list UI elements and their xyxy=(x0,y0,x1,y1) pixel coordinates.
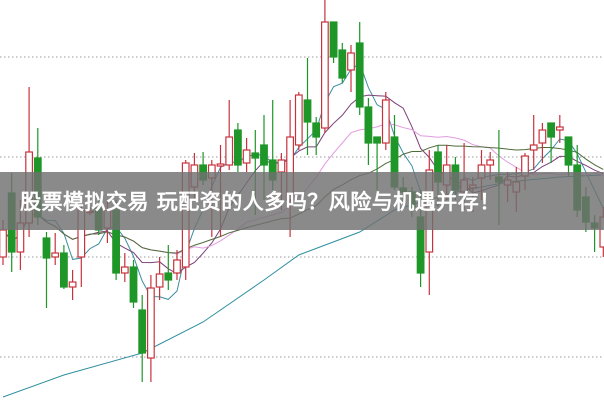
candle-body xyxy=(381,99,390,144)
candle-down xyxy=(338,43,347,83)
candle-up xyxy=(538,123,547,163)
title-banner: 股票模拟交易 玩配资的人多吗？风险与机遇并存！ xyxy=(0,172,604,230)
candle-body xyxy=(51,252,60,258)
candle-body xyxy=(129,266,138,303)
candle-up xyxy=(225,100,234,170)
candle-body xyxy=(364,106,373,144)
candle-up xyxy=(173,250,181,280)
candle-body xyxy=(312,122,321,138)
candle-down xyxy=(129,260,138,308)
candle-body xyxy=(355,42,364,108)
candle-down xyxy=(364,98,373,165)
candle-down xyxy=(234,123,242,172)
candle-down xyxy=(303,58,312,155)
candle-body xyxy=(147,287,155,359)
candle-body xyxy=(216,163,225,167)
candle-down xyxy=(59,245,68,289)
candle-body xyxy=(260,144,268,166)
candle-body xyxy=(242,149,251,164)
candle-down xyxy=(164,245,173,290)
candle-body xyxy=(538,129,547,144)
candle-down xyxy=(42,232,51,308)
candle-body xyxy=(303,99,312,123)
candle-body xyxy=(234,129,242,166)
candle-body xyxy=(555,126,564,131)
candle-down xyxy=(329,21,338,63)
candle-body xyxy=(173,259,181,274)
candle-body xyxy=(373,136,381,144)
candle-body xyxy=(42,237,51,259)
candle-up xyxy=(555,115,564,143)
candle-up xyxy=(381,92,390,150)
candle-down xyxy=(355,22,364,115)
candle-down xyxy=(138,295,147,382)
candle-up xyxy=(68,270,77,300)
candle-up xyxy=(347,45,355,92)
candle-up xyxy=(147,275,155,382)
candle-body xyxy=(59,252,68,288)
candle-body xyxy=(486,159,495,166)
candle-body xyxy=(321,21,329,129)
candle-up xyxy=(51,233,60,265)
candle-body xyxy=(529,144,538,151)
candle-body xyxy=(338,49,347,79)
candle-down xyxy=(312,117,321,155)
candle-body xyxy=(225,136,234,166)
candle-up xyxy=(120,253,129,282)
candle-body xyxy=(564,136,573,166)
candle-up xyxy=(321,0,329,133)
candle-body xyxy=(120,266,129,274)
candle-body xyxy=(138,309,147,354)
candle-body xyxy=(329,21,338,58)
candle-down xyxy=(547,122,555,163)
candle-body xyxy=(164,272,173,281)
candle-up xyxy=(529,115,538,170)
candle-body xyxy=(68,281,77,288)
candle-body xyxy=(0,229,7,258)
candle-body xyxy=(155,273,164,288)
candle-body xyxy=(294,94,303,146)
candle-body xyxy=(347,52,355,71)
article-title: 股票模拟交易 玩配资的人多吗？风险与机遇并存！ xyxy=(20,190,501,214)
candle-up xyxy=(242,138,251,172)
candle-down xyxy=(564,136,573,177)
candle-body xyxy=(251,152,260,159)
candle-up xyxy=(294,92,303,150)
candle-body xyxy=(277,159,286,173)
candle-body xyxy=(547,122,555,138)
candle-up xyxy=(155,257,164,300)
